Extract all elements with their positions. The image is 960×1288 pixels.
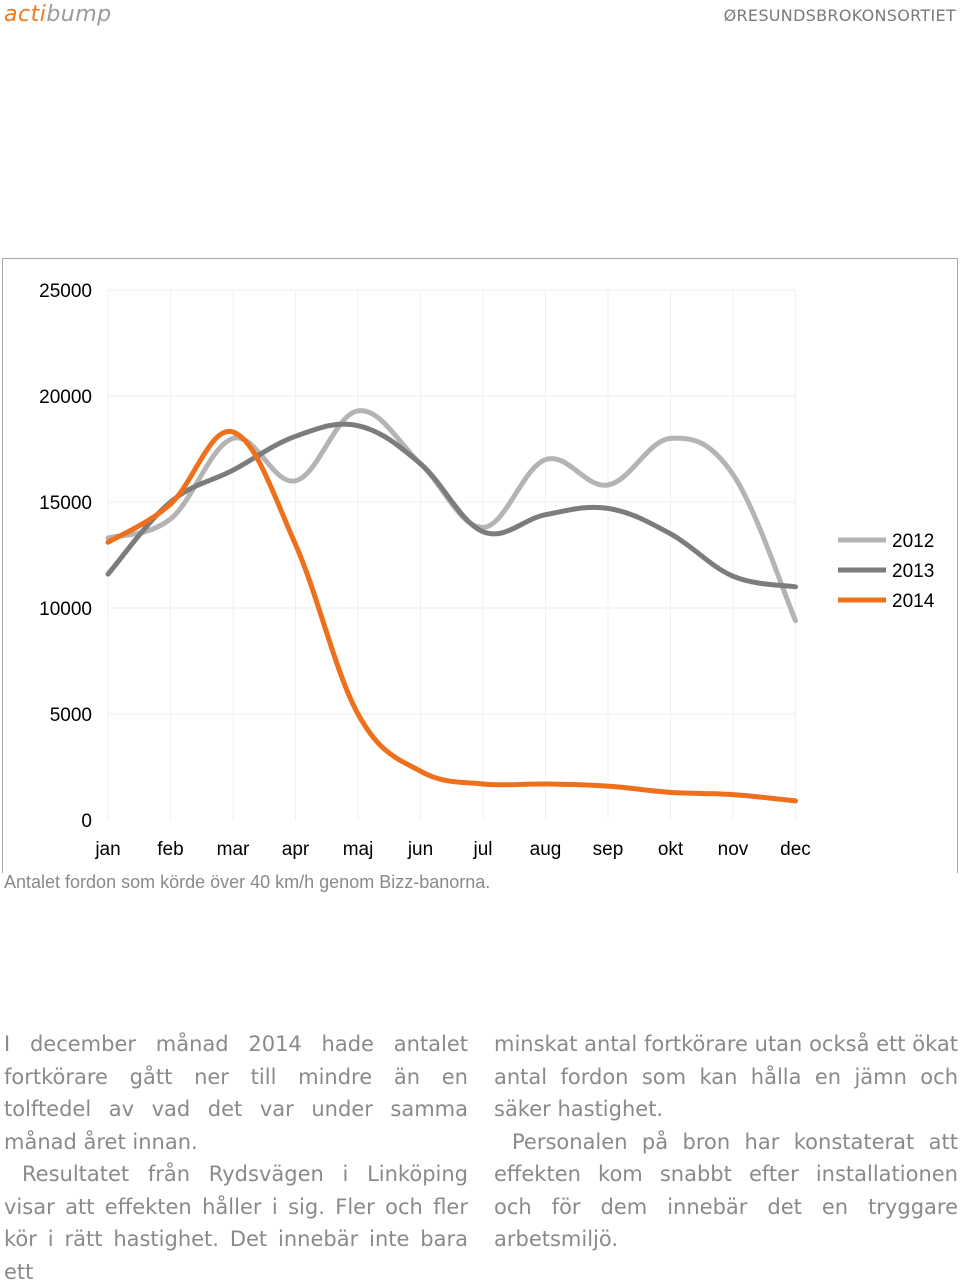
y-tick-label: 0 (81, 811, 92, 832)
text-column-right: minskat antal fortkörare utan också ett … (494, 1028, 958, 1256)
y-tick-label: 25000 (39, 281, 92, 302)
x-tick-label: sep (593, 839, 624, 860)
legend-label: 2013 (892, 561, 934, 582)
series-lines (108, 411, 796, 801)
y-tick-label: 20000 (39, 387, 92, 408)
series-line-2013 (108, 424, 796, 587)
x-tick-label: dec (780, 839, 811, 860)
x-tick-label: nov (718, 839, 749, 860)
y-tick-label: 15000 (39, 493, 92, 514)
series-line-2014 (108, 431, 796, 801)
x-tick-label: jun (407, 839, 433, 860)
y-tick-label: 10000 (39, 599, 92, 620)
paragraph: Resultatet från Rydsvägen i Linköping vi… (4, 1158, 468, 1288)
x-tick-label: maj (343, 839, 374, 860)
x-tick-label: apr (282, 839, 310, 860)
legend-label: 2012 (892, 531, 934, 552)
y-tick-labels: 0 5000 10000 15000 20000 25000 (39, 281, 92, 832)
x-tick-label: jul (472, 839, 492, 860)
grid-layer (108, 290, 796, 820)
x-tick-label: jan (94, 839, 120, 860)
x-tick-label: okt (658, 839, 684, 860)
x-tick-labels: jan feb mar apr maj jun jul aug sep okt nov dec (94, 839, 811, 860)
line-chart: 0 5000 10000 15000 20000 25000 jan feb mar apr ma… (0, 0, 960, 880)
text-column-left: I december månad 2014 hade antalet fortk… (4, 1028, 468, 1288)
y-tick-label: 5000 (50, 705, 92, 726)
x-tick-label: aug (530, 839, 562, 860)
paragraph: Personalen på bron har konstaterat att e… (494, 1126, 958, 1256)
legend-label: 2014 (892, 591, 935, 612)
x-tick-label: mar (217, 839, 250, 860)
paragraph: I december månad 2014 hade antalet fortk… (4, 1028, 468, 1158)
legend: 2012 2013 2014 (838, 531, 935, 612)
chart-caption: Antalet fordon som körde över 40 km/h ge… (4, 872, 490, 893)
paragraph: minskat antal fortkörare utan också ett … (494, 1028, 958, 1126)
x-tick-label: feb (157, 839, 183, 860)
